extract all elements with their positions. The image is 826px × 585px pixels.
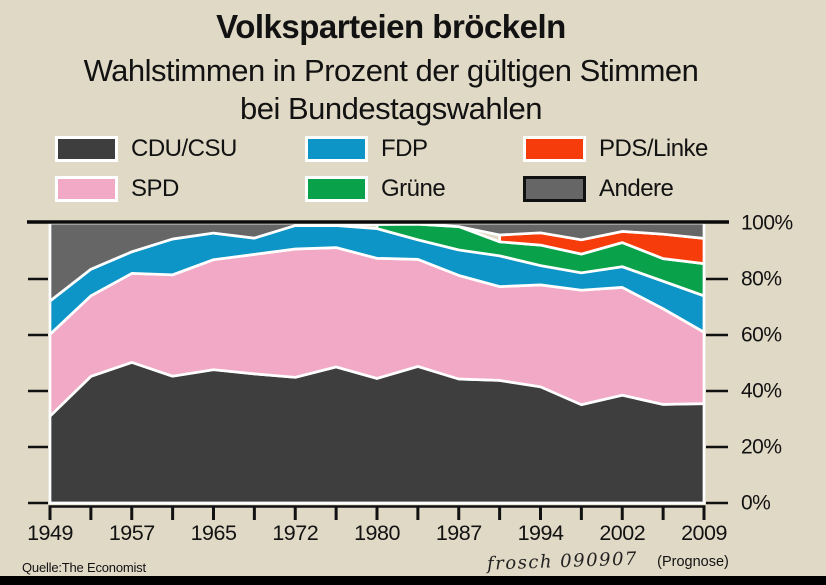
prognose-note: (Prognose) (657, 554, 729, 570)
legend-swatch (55, 176, 118, 202)
legend-label: SPD (131, 175, 179, 202)
chart-header: Volksparteien bröckeln Wahlstimmen in Pr… (0, 0, 782, 128)
legend-label: FDP (381, 135, 428, 162)
legend-swatch (305, 176, 368, 202)
legend-item-spd: SPD (55, 175, 179, 202)
legend-swatch (523, 136, 586, 162)
legend-label: PDS/Linke (599, 135, 708, 162)
y-tick-label: 20% (741, 436, 782, 459)
legend-item-cdu-csu: CDU/CSU (55, 135, 237, 162)
legend-item-fdp: FDP (305, 135, 428, 162)
x-tick-label: 1965 (191, 521, 237, 545)
x-tick-label: 2002 (599, 521, 645, 545)
x-tick-label: 1949 (27, 521, 73, 545)
x-tick-label: 1957 (109, 521, 155, 545)
y-tick-label: 0% (741, 492, 770, 515)
source-credit: Quelle:The Economist (22, 560, 146, 575)
y-tick-label: 100% (741, 212, 793, 235)
legend-swatch (305, 136, 368, 162)
legend-label: Andere (599, 175, 674, 202)
legend-swatch (55, 136, 118, 162)
legend-item-andere: Andere (523, 175, 674, 202)
legend-swatch (523, 176, 586, 202)
y-tick-label: 80% (741, 268, 782, 291)
x-tick-label: 2009 (681, 521, 727, 545)
legend-label: Grüne (381, 175, 446, 202)
x-tick-label: 1994 (518, 521, 564, 545)
x-tick-label: 1980 (354, 521, 400, 545)
chart-subtitle-line1: Wahlstimmen in Prozent der gültigen Stim… (83, 53, 699, 88)
x-tick-label: 1972 (272, 521, 318, 545)
legend-label: CDU/CSU (131, 135, 237, 162)
y-tick-label: 40% (741, 380, 782, 403)
legend-item-gruene: Grüne (305, 175, 446, 202)
bottom-border (0, 576, 826, 585)
chart-title: Volksparteien bröckeln (216, 8, 566, 45)
y-tick-label: 60% (741, 324, 782, 347)
x-tick-label: 1987 (436, 521, 482, 545)
legend-item-pds-linke: PDS/Linke (523, 135, 708, 162)
chart-subtitle-line2: bei Bundestagswahlen (240, 91, 542, 126)
